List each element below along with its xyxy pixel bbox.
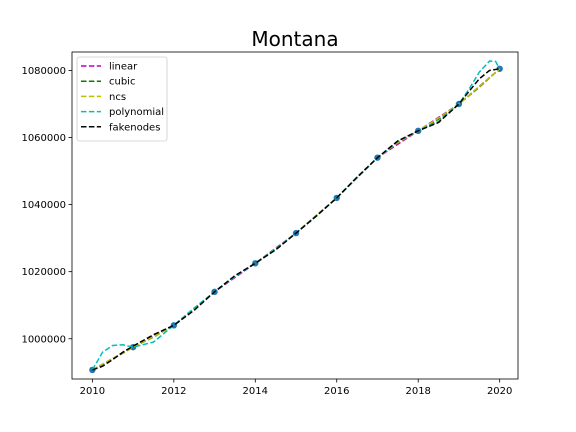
x-tick-label: 2018: [405, 386, 430, 397]
y-tick-label: 1040000: [21, 200, 66, 211]
legend-label-linear: linear: [109, 62, 138, 73]
axes: 2010 2012 2014 2016 2018 2020 1000000 1020000 10…: [21, 51, 519, 397]
chart-title: Montana: [251, 27, 338, 51]
legend-label-cubic: cubic: [109, 77, 135, 88]
x-tick-label: 2016: [324, 386, 349, 397]
legend-label-ncs: ncs: [109, 92, 126, 103]
legend: linear cubic ncs polynomial fakenodes: [76, 56, 168, 142]
data-point: [89, 366, 96, 374]
y-tick-label: 1080000: [21, 66, 66, 77]
legend-box: [76, 56, 168, 142]
legend-label-polynomial: polynomial: [109, 107, 164, 118]
plot-area: [89, 60, 503, 374]
series-line-fakenodes: [92, 68, 500, 371]
x-tick-label: 2014: [243, 386, 268, 397]
y-tick-label: 1060000: [21, 133, 66, 144]
y-tick-label: 1020000: [21, 267, 66, 278]
legend-label-fakenodes: fakenodes: [109, 122, 160, 133]
x-tick-label: 2012: [161, 386, 186, 397]
x-tick-label: 2010: [80, 386, 105, 397]
series-line-polynomial: [91, 60, 501, 371]
x-tick-label: 2020: [487, 386, 512, 397]
axes-frame: [71, 51, 519, 380]
y-tick-label: 1000000: [21, 334, 66, 345]
